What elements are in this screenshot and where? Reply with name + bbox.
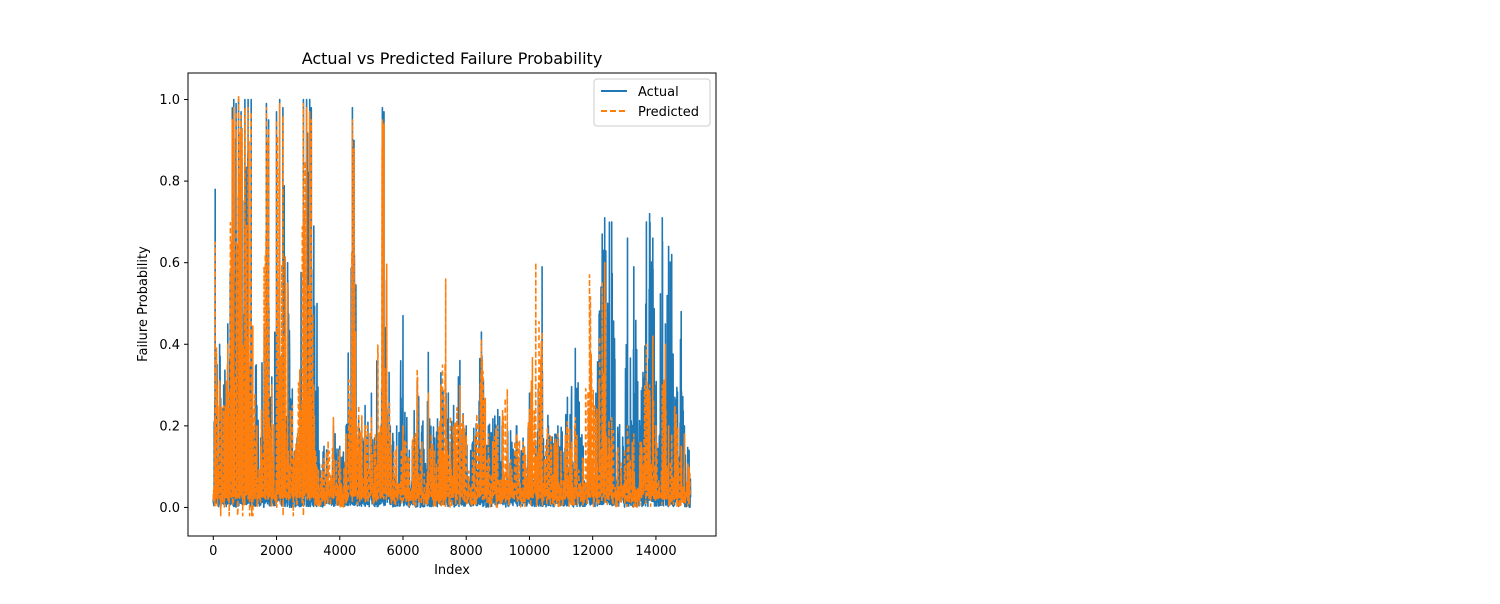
x-tick-label: 10000 (509, 544, 550, 559)
y-tick-label: 0.2 (159, 419, 180, 434)
y-axis: 0.0 0.2 0.4 0.6 0.8 1.0 (159, 93, 188, 516)
y-tick-label: 0.6 (159, 256, 180, 271)
x-axis-label: Index (434, 563, 470, 578)
plot-frame (187, 72, 717, 537)
x-tick-label: 12000 (572, 544, 613, 559)
series-line-predicted (212, 94, 692, 517)
series-layer (212, 94, 692, 517)
y-tick-label: 1.0 (159, 93, 180, 108)
x-tick-label: 6000 (386, 544, 419, 559)
x-tick-label: 14000 (635, 544, 676, 559)
legend: Actual Predicted (593, 78, 711, 127)
legend-label-actual: Actual (638, 85, 679, 100)
y-tick-label: 0.0 (159, 501, 180, 516)
x-tick-label: 0 (209, 544, 217, 559)
x-tick-label: 2000 (260, 544, 293, 559)
y-tick-label: 0.4 (159, 338, 180, 353)
y-axis-label: Failure Probability (136, 246, 151, 362)
y-tick-label: 0.8 (159, 175, 180, 190)
legend-label-predicted: Predicted (638, 105, 699, 120)
plot-area (187, 72, 717, 537)
x-tick-label: 4000 (323, 544, 356, 559)
x-axis: 0 2000 4000 6000 8000 10000 12000 14000 (209, 536, 677, 559)
x-tick-label: 8000 (450, 544, 483, 559)
chart-title: Actual vs Predicted Failure Probability (302, 49, 603, 68)
